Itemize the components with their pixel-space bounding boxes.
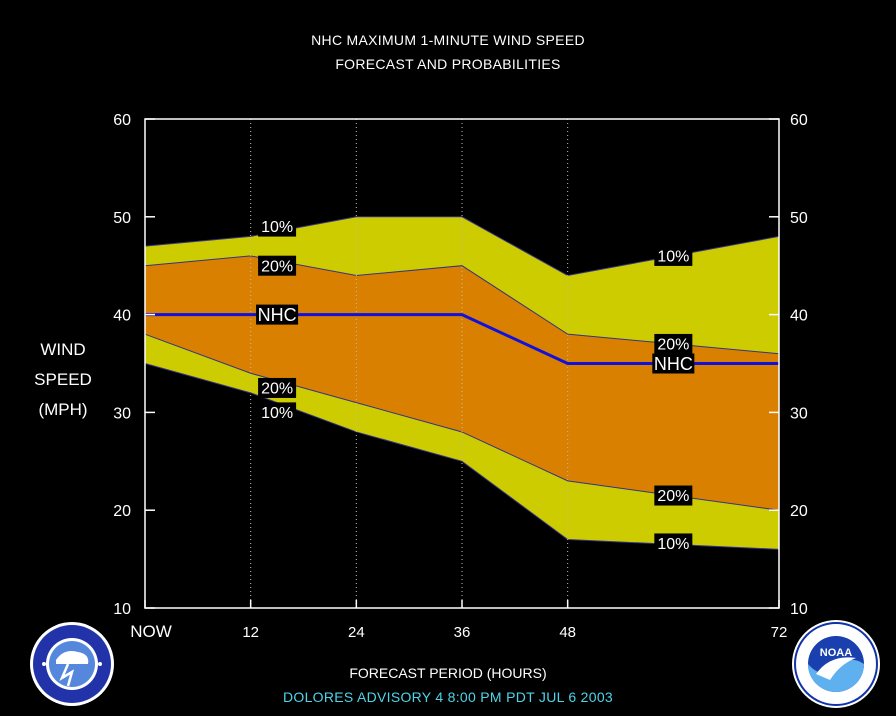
data-label: 10% bbox=[657, 536, 689, 553]
data-label: 20% bbox=[657, 337, 689, 354]
data-label: 20% bbox=[261, 381, 293, 398]
y-tick-label-right: 50 bbox=[790, 210, 808, 227]
data-label-bg bbox=[654, 485, 693, 506]
x-tick-label: 48 bbox=[559, 624, 576, 641]
data-label-bg bbox=[258, 377, 297, 398]
noaa-logo-text: NOAA bbox=[820, 647, 852, 659]
chart-title-line2: FORECAST AND PROBABILITIES bbox=[335, 56, 561, 72]
y-tick-label-left: 20 bbox=[113, 503, 131, 520]
data-label-bg bbox=[258, 402, 297, 423]
data-label: 20% bbox=[657, 488, 689, 505]
chart-title-line1: NHC MAXIMUM 1-MINUTE WIND SPEED bbox=[311, 32, 585, 48]
data-label-bg bbox=[654, 245, 693, 266]
y-tick-label-left: 30 bbox=[113, 405, 131, 422]
band-20pct-upper-edge bbox=[144, 255, 780, 355]
data-label-bg bbox=[258, 255, 297, 276]
band-10pct-lower-edge bbox=[144, 363, 780, 550]
band-10pct-upper-edge bbox=[144, 216, 780, 277]
data-label: 10% bbox=[261, 219, 293, 236]
data-label-bg bbox=[654, 533, 693, 554]
data-label: NHC bbox=[654, 354, 693, 374]
nws-logo-icon bbox=[30, 622, 114, 706]
y-tick-label-right: 10 bbox=[790, 601, 808, 618]
y-tick-label-left: 40 bbox=[113, 308, 131, 325]
y-tick-label-left: 10 bbox=[113, 601, 131, 618]
advisory-info: DOLORES ADVISORY 4 8:00 PM PDT JUL 6 200… bbox=[282, 689, 614, 705]
data-label: 10% bbox=[261, 405, 293, 422]
x-tick-label: 72 bbox=[771, 624, 788, 641]
data-label-bg bbox=[652, 353, 695, 374]
x-tick-label: 36 bbox=[454, 624, 471, 641]
y-axis-label-line1: WIND bbox=[40, 340, 86, 359]
y-tick-label-left: 60 bbox=[113, 112, 131, 129]
y-tick-label-left: 50 bbox=[113, 210, 131, 227]
y-tick-label-right: 60 bbox=[790, 112, 808, 129]
nhc-forecast-line bbox=[145, 313, 779, 365]
data-label: 10% bbox=[657, 249, 689, 266]
data-label: 20% bbox=[261, 258, 293, 275]
x-axis-label: FORECAST PERIOD (HOURS) bbox=[349, 665, 547, 681]
y-tick-label-right: 40 bbox=[790, 308, 808, 325]
y-axis-label-line2: SPEED bbox=[34, 370, 92, 389]
y-axis-label-line3: (MPH) bbox=[38, 400, 88, 419]
x-tick-label: NOW bbox=[130, 622, 172, 641]
data-label-bg bbox=[256, 304, 299, 325]
data-label: NHC bbox=[258, 305, 297, 325]
noaa-logo-icon: NOAA bbox=[792, 620, 880, 708]
data-label-bg bbox=[654, 333, 693, 354]
band-20pct-lower-edge bbox=[144, 333, 780, 511]
x-tick-label: 24 bbox=[348, 624, 365, 641]
y-tick-label-right: 20 bbox=[790, 503, 808, 520]
y-tick-label-right: 30 bbox=[790, 405, 808, 422]
data-label-bg bbox=[258, 216, 297, 237]
x-tick-label: 12 bbox=[242, 624, 259, 641]
